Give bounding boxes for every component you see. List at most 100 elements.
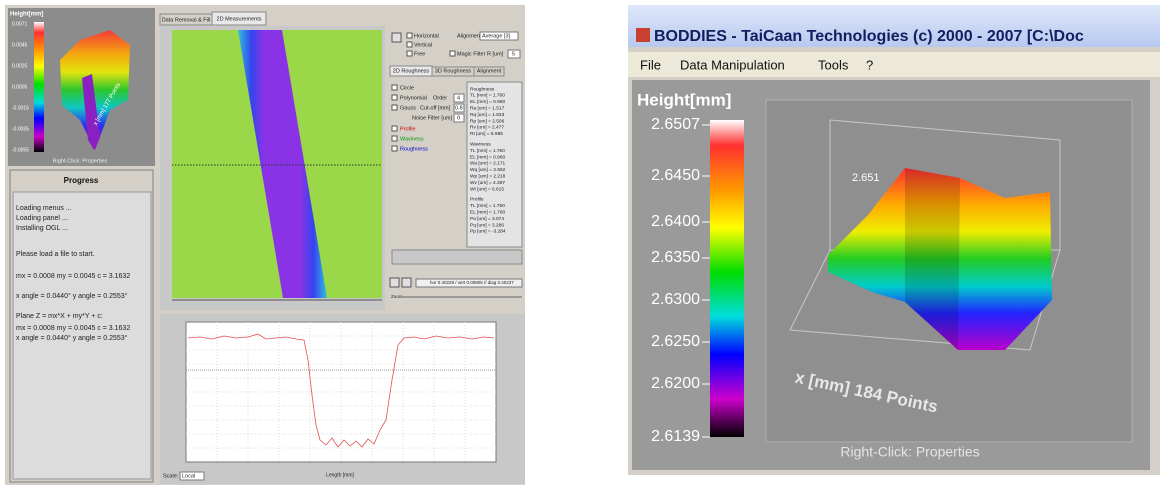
checkbox[interactable] [407, 33, 412, 38]
scale-label: -0.0055 [12, 147, 29, 153]
scale-label: 0.0005 [12, 84, 28, 90]
subtab-label: Alignment [477, 68, 502, 74]
progress-bar [392, 250, 522, 264]
icon-button[interactable] [390, 278, 399, 287]
result-line: Wp [um] = 2.218 [470, 173, 506, 179]
result-line: TL [mm] = 1.760 [470, 148, 505, 154]
scale-label: 0.0025 [12, 63, 28, 69]
scale-label: 2.6450 [651, 167, 700, 184]
option: Circle [400, 85, 414, 91]
result-line: Wa [um] = 2.171 [470, 161, 505, 167]
checkbox[interactable] [407, 51, 412, 56]
result-line: EL [mm] = 1.760 [470, 209, 505, 215]
log-line: Loading menus ... [16, 205, 72, 212]
scale-label: 0.0071 [12, 21, 28, 27]
scale-label: 2.6250 [651, 333, 700, 350]
subtab-label: 2D Roughness [393, 68, 430, 74]
checkbox[interactable] [392, 136, 397, 141]
log-line: Plane Z = mx*X + my*Y + c: [16, 313, 103, 320]
result-line: EL [mm] = 0.960 [470, 154, 505, 160]
checkbox[interactable] [392, 85, 397, 90]
input-value: 5 [512, 51, 515, 57]
page: { "left": { "plot3d": { "title": "Height… [0, 0, 1160, 488]
option: Gauss [400, 105, 416, 111]
result-line: Rq [um] = 1.833 [470, 112, 505, 118]
menu-item[interactable]: Tools [818, 57, 849, 72]
label: Cut-off [mm] [420, 105, 451, 111]
colorbar [710, 120, 744, 437]
menu-item[interactable]: ? [866, 57, 873, 72]
checkbox[interactable] [392, 126, 397, 131]
zoom-label: Zoom [391, 294, 403, 299]
label: R [um] [487, 51, 504, 57]
progress-title: Progress [64, 176, 99, 185]
result-line: Rt [um] = 5.985 [470, 131, 503, 137]
log-line: mx = 0.0008 my = 0.0045 c = 3.1632 [16, 325, 130, 332]
checkbox[interactable] [450, 51, 455, 56]
caption: Right-Click: Properties [840, 444, 979, 460]
plot3d-title: Height[mm] [10, 12, 43, 18]
scale-label: 0.0045 [12, 42, 28, 48]
label: Noise Filter [um] [412, 115, 453, 121]
menu-item[interactable]: Data Manipulation [680, 57, 785, 72]
result-line: Rp [um] = 2.506 [470, 118, 505, 124]
icon-button[interactable] [402, 278, 411, 287]
app-icon [636, 28, 650, 42]
log-line: x angle = 0.0440° y angle = 0.2553° [16, 292, 128, 300]
input-value: 4 [457, 95, 460, 101]
log-line: Installing OGL ... [16, 225, 68, 232]
checkbox[interactable] [407, 42, 412, 47]
result-line: Wt [um] = 6.615 [470, 186, 504, 192]
result-line: Waviness [470, 141, 491, 147]
option: Magic Filter [457, 51, 486, 57]
height-label: Height[mm] [637, 90, 731, 109]
label: Alignment [457, 33, 482, 39]
option: Waviness [400, 136, 424, 142]
scale-label: 2.6400 [651, 213, 700, 230]
result-line: Pq [um] = 3.286 [470, 222, 504, 228]
log-line: mx = 0.0008 my = 0.0045 c = 3.1632 [16, 273, 130, 280]
input-value: 0.8 [455, 105, 463, 111]
option: Roughness [400, 146, 428, 152]
option: Vertical [414, 42, 432, 48]
result-line: TL [mm] = 1.760 [470, 203, 505, 209]
window-title: BODDIES - TaiCaan Technologies (c) 2000 … [654, 28, 1084, 45]
result-line: Pp [um] = -3.284 [470, 229, 506, 235]
status: hor 0.40229 / vert 0.00805 // diag 0.402… [430, 280, 514, 285]
scale-label: 2.6507 [651, 116, 700, 133]
option: Profile [400, 126, 416, 132]
log-line: x angle = 0.0440° y angle = 0.2553° [16, 334, 128, 342]
checkbox[interactable] [392, 146, 397, 151]
checkbox[interactable] [392, 105, 397, 110]
scale-value: Local [182, 473, 195, 479]
checkbox[interactable] [392, 95, 397, 100]
result-line: Rv [um] = 2.477 [470, 125, 504, 131]
dropdown-value: Average [3] [482, 33, 511, 39]
log-line: Please load a file to start. [16, 251, 95, 258]
result-line: Roughness [470, 86, 495, 92]
scale-label: -0.0015 [12, 105, 29, 111]
scale-label: 2.6200 [651, 375, 700, 392]
menu-item[interactable]: File [640, 57, 661, 72]
result-line: Ra [um] = 1.517 [470, 105, 505, 111]
input-value: 0 [457, 115, 460, 121]
result-line: Wv [um] = 4.397 [470, 180, 505, 186]
log-line: Loading panel ... [16, 215, 68, 222]
option: Free [414, 51, 425, 57]
scale-label: Scale: [163, 473, 179, 479]
label: Order [433, 95, 447, 101]
tab-label: 2D Measurements [217, 16, 262, 22]
result-line: EL [mm] = 0.960 [470, 99, 505, 105]
scale-label: 2.6300 [651, 291, 700, 308]
screenshot: Height[mm] 0.0071 0.0045 0.0025 0.0005 -0.00… [0, 0, 1160, 488]
tab-label: Data Removal & Fill [162, 17, 211, 23]
icon-button[interactable] [392, 33, 401, 42]
option: Polynomial [400, 95, 427, 101]
plot3d-caption: Right-Click: Properties [53, 158, 108, 164]
x-axis-label: Length [mm] [326, 472, 354, 478]
subtab-label: 3D Roughness [435, 68, 472, 74]
result-line: TL [mm] = 1.760 [470, 93, 505, 99]
option: Horizontal [414, 33, 439, 39]
scale-label: 2.6350 [651, 249, 700, 266]
scale-label: 2.6139 [651, 428, 700, 445]
